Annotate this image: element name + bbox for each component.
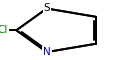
Text: N: N bbox=[43, 47, 51, 57]
Text: Cl: Cl bbox=[0, 25, 8, 35]
Text: S: S bbox=[43, 3, 50, 14]
